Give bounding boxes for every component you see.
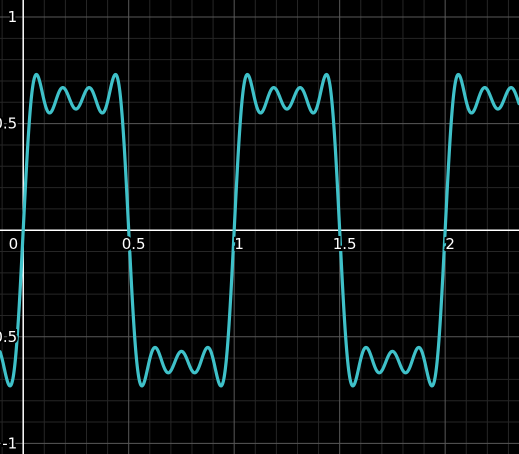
x-tick-label: 0 [9,235,19,253]
x-tick-label: 1 [234,235,244,253]
y-tick-label: -0.5 [0,328,17,346]
x-tick-label: 0.5 [122,235,146,253]
series-layer [0,72,519,388]
x-tick-label: 2 [445,235,455,253]
tick-labels: 0 0.5 1 1.5 2 1 0.5 -0.5 -1 [0,6,457,454]
y-tick-label: 0.5 [0,115,17,133]
x-tick-label: 1.5 [333,235,357,253]
y-tick-label: -1 [2,434,17,452]
y-tick-label: 1 [8,8,18,26]
series-line-0 [0,72,519,388]
